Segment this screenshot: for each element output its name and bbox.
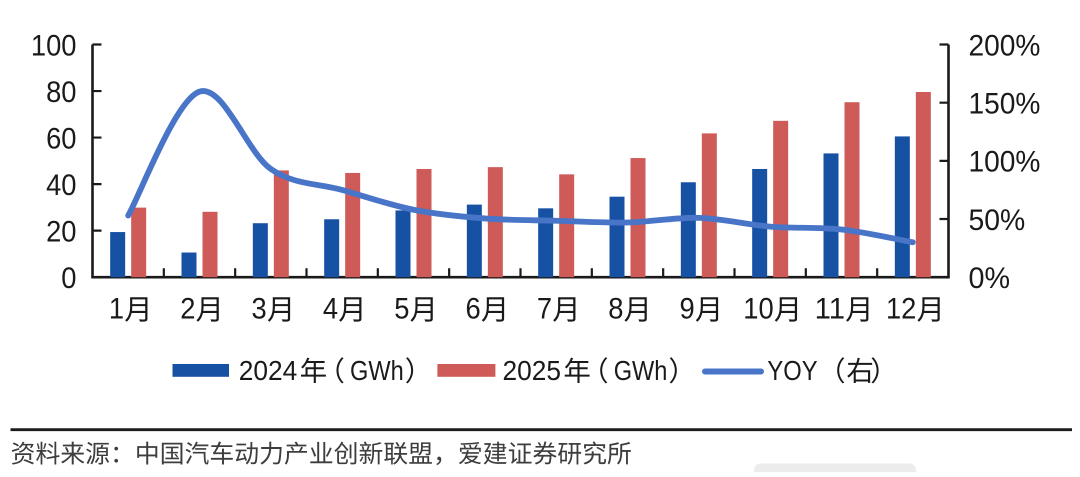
svg-text:1: 1: [109, 293, 124, 326]
svg-text:20: 20: [46, 215, 76, 248]
svg-text:3: 3: [252, 293, 267, 326]
svg-text:YOY: YOY: [767, 355, 817, 386]
svg-text:80: 80: [46, 76, 76, 109]
svg-text:GWh: GWh: [614, 355, 668, 386]
svg-text:6: 6: [466, 293, 481, 326]
svg-text:50%: 50%: [969, 204, 1026, 237]
svg-text:2: 2: [180, 293, 195, 326]
svg-text:2025: 2025: [503, 355, 562, 386]
svg-text:2024: 2024: [239, 355, 297, 386]
svg-text:12: 12: [886, 293, 916, 326]
svg-text:60: 60: [46, 122, 76, 155]
svg-text:4: 4: [323, 293, 338, 326]
svg-text:11: 11: [815, 293, 845, 326]
svg-text:5: 5: [394, 293, 409, 326]
svg-text:10: 10: [743, 293, 773, 326]
svg-text:100: 100: [31, 29, 77, 62]
svg-text:8: 8: [608, 293, 623, 326]
svg-text:40: 40: [46, 169, 76, 202]
svg-text:100%: 100%: [969, 146, 1041, 179]
svg-text:0: 0: [61, 262, 76, 295]
svg-text:GWh: GWh: [350, 355, 404, 386]
svg-text:150%: 150%: [969, 87, 1041, 120]
svg-text:7: 7: [537, 293, 552, 326]
svg-text:0%: 0%: [969, 262, 1011, 295]
svg-text:200%: 200%: [969, 29, 1041, 62]
svg-text:9: 9: [680, 293, 695, 326]
